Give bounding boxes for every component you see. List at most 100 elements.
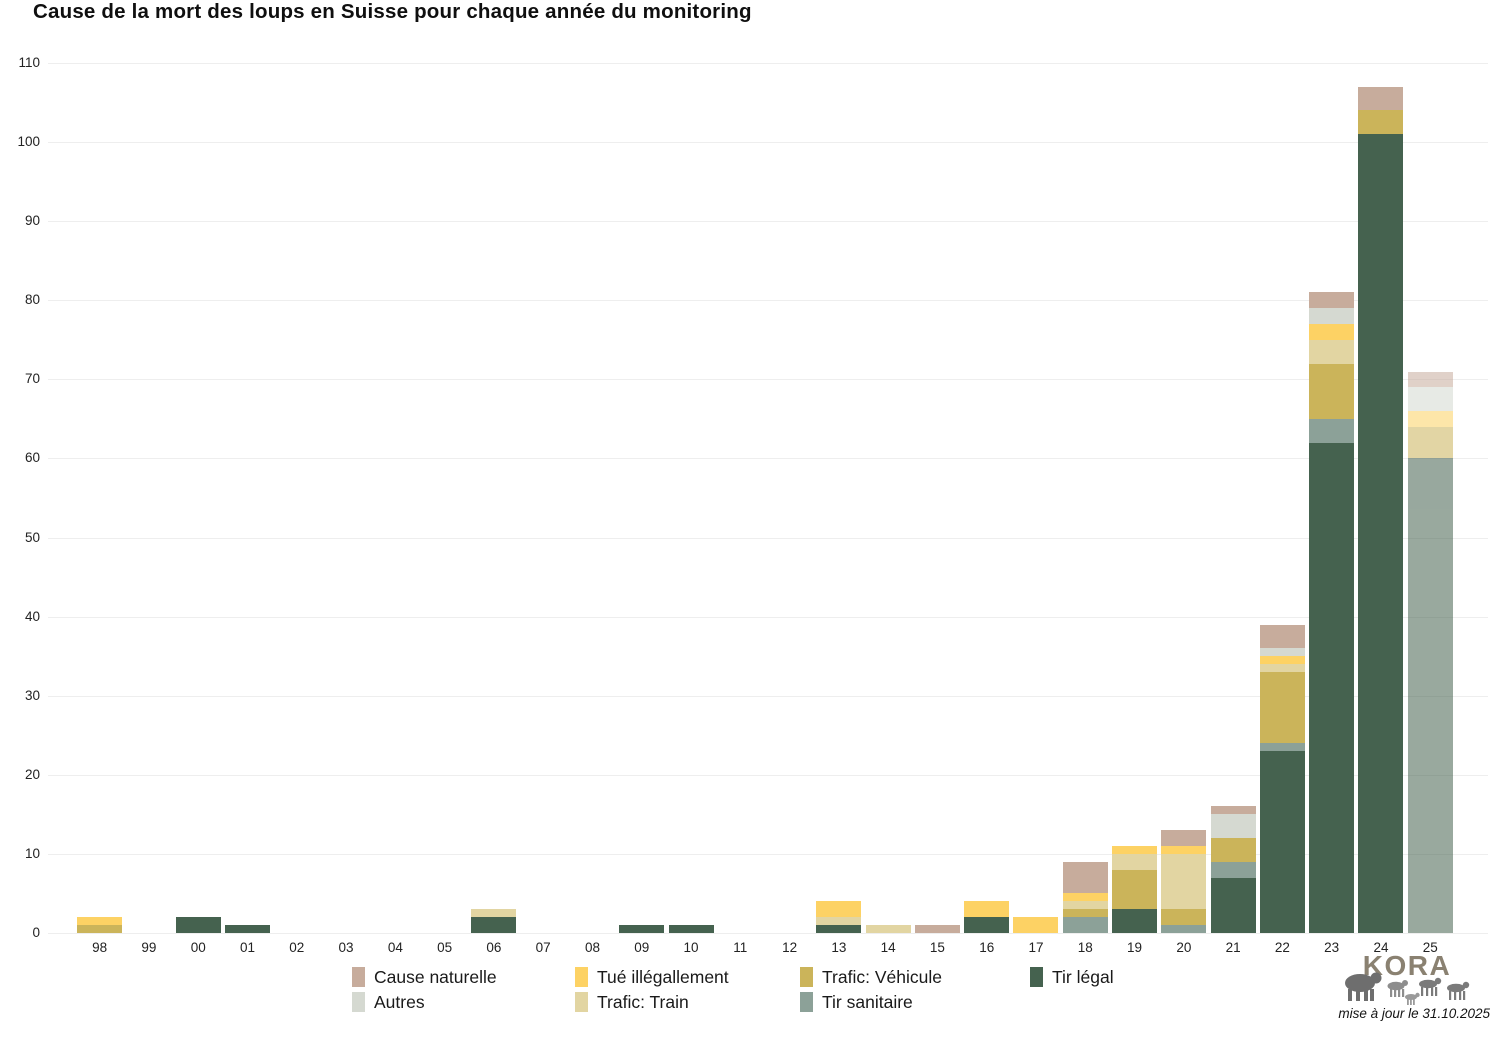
bar-segment bbox=[1407, 371, 1453, 388]
gridline bbox=[48, 300, 1488, 302]
stacked-bar bbox=[224, 925, 270, 933]
bar-segment bbox=[1259, 648, 1305, 657]
legend-swatch bbox=[575, 967, 588, 987]
bar-segment bbox=[1062, 861, 1108, 894]
legend-swatch bbox=[1030, 967, 1043, 987]
bar-segment bbox=[668, 925, 714, 933]
legend-swatch bbox=[800, 967, 813, 987]
x-tick-label: 21 bbox=[1225, 940, 1241, 955]
y-tick-label: 10 bbox=[24, 845, 40, 861]
bar-group bbox=[765, 63, 814, 933]
bar-segment bbox=[471, 917, 517, 933]
bar-group bbox=[1061, 63, 1110, 933]
bar-segment bbox=[1358, 110, 1404, 135]
x-tick-label: 14 bbox=[880, 940, 896, 955]
stacked-bar bbox=[1259, 624, 1305, 933]
x-tick-label: 04 bbox=[387, 940, 403, 955]
bar-group bbox=[469, 63, 518, 933]
bar-segment bbox=[1309, 308, 1355, 325]
stacked-bar bbox=[914, 925, 960, 933]
x-tick-label: 19 bbox=[1127, 940, 1143, 955]
bar-segment bbox=[914, 925, 960, 933]
bar-segment bbox=[1309, 292, 1355, 309]
gridline bbox=[48, 616, 1488, 618]
bar-group bbox=[272, 63, 321, 933]
x-tick-label: 06 bbox=[486, 940, 502, 955]
bar-group bbox=[666, 63, 715, 933]
bar-segment bbox=[1210, 838, 1256, 862]
bar-segment bbox=[1259, 751, 1305, 933]
stacked-bar bbox=[619, 925, 665, 933]
bar-group bbox=[1011, 63, 1060, 933]
x-tick-label: 17 bbox=[1028, 940, 1044, 955]
bar-segment bbox=[1210, 814, 1256, 839]
bar-segment bbox=[816, 917, 862, 926]
bar-segment bbox=[1358, 134, 1404, 933]
bar-segment bbox=[1112, 853, 1158, 870]
x-tick-label: 24 bbox=[1373, 940, 1389, 955]
gridline bbox=[48, 537, 1488, 539]
bar-segment bbox=[1062, 909, 1108, 918]
bar-segment bbox=[1407, 387, 1453, 412]
bar-group bbox=[962, 63, 1011, 933]
chart-title: Cause de la mort des loups en Suisse pou… bbox=[33, 0, 752, 23]
y-tick-label: 90 bbox=[24, 213, 40, 229]
bar-group bbox=[716, 63, 765, 933]
bar-segment bbox=[1013, 917, 1059, 933]
stacked-bar bbox=[668, 925, 714, 933]
bar-segment bbox=[1161, 830, 1207, 847]
y-tick-label: 20 bbox=[24, 766, 40, 782]
bar-group bbox=[617, 63, 666, 933]
y-tick-label: 50 bbox=[24, 529, 40, 545]
x-tick-label: 13 bbox=[831, 940, 847, 955]
bar-segment bbox=[1259, 656, 1305, 665]
x-tick-label: 20 bbox=[1176, 940, 1192, 955]
bar-group bbox=[814, 63, 863, 933]
bar-segment bbox=[1309, 418, 1355, 443]
gridline bbox=[48, 853, 1488, 855]
bar-group bbox=[321, 63, 370, 933]
legend-label: Tir sanitaire bbox=[822, 991, 913, 1012]
bar-segment bbox=[816, 901, 862, 918]
stacked-bar bbox=[175, 917, 221, 933]
legend-item: Cause naturelle bbox=[352, 966, 575, 988]
legend-item: Tir légal bbox=[1030, 966, 1114, 988]
bar-group bbox=[913, 63, 962, 933]
bar-group bbox=[1258, 63, 1307, 933]
legend-label: Autres bbox=[374, 991, 425, 1012]
x-tick-label: 25 bbox=[1422, 940, 1438, 955]
bar-group bbox=[223, 63, 272, 933]
bar-group bbox=[1307, 63, 1356, 933]
bar-segment bbox=[1161, 853, 1207, 910]
legend-label: Trafic: Train bbox=[597, 991, 689, 1012]
bar-segment bbox=[1161, 846, 1207, 854]
x-axis: 98 99 00 01 02 03 04 05 06 07 08 09 10 11 12 13 14 15 16 17… bbox=[75, 940, 1455, 955]
gridline bbox=[48, 142, 1488, 144]
bar-segment bbox=[1259, 672, 1305, 744]
stacked-bar bbox=[1309, 292, 1355, 933]
bar-segment bbox=[964, 917, 1010, 933]
x-tick-label: 02 bbox=[289, 940, 305, 955]
kora-animals-icon bbox=[1345, 972, 1470, 1005]
bar-segment bbox=[1161, 925, 1207, 933]
legend-item: Tir sanitaire bbox=[800, 991, 1030, 1013]
bar-segment bbox=[1407, 411, 1453, 427]
x-tick-label: 10 bbox=[683, 940, 699, 955]
bar-group bbox=[519, 63, 568, 933]
x-tick-label: 00 bbox=[190, 940, 206, 955]
bar-segment bbox=[1112, 909, 1158, 933]
chart-legend: Cause naturelle Tué illégallement Trafic: … bbox=[352, 966, 1114, 1013]
x-tick-label: 07 bbox=[535, 940, 551, 955]
y-tick-label: 80 bbox=[24, 292, 40, 308]
bar-segment bbox=[471, 909, 517, 918]
legend-swatch bbox=[800, 992, 813, 1012]
bar-segment bbox=[224, 925, 270, 933]
stacked-bar bbox=[816, 901, 862, 933]
x-tick-label: 09 bbox=[634, 940, 650, 955]
x-tick-label: 16 bbox=[979, 940, 995, 955]
bar-segment bbox=[1161, 909, 1207, 926]
x-tick-label: 98 bbox=[92, 940, 108, 955]
bar-segment bbox=[1210, 877, 1256, 933]
y-tick-label: 100 bbox=[17, 134, 40, 150]
bar-segment bbox=[1259, 743, 1305, 752]
